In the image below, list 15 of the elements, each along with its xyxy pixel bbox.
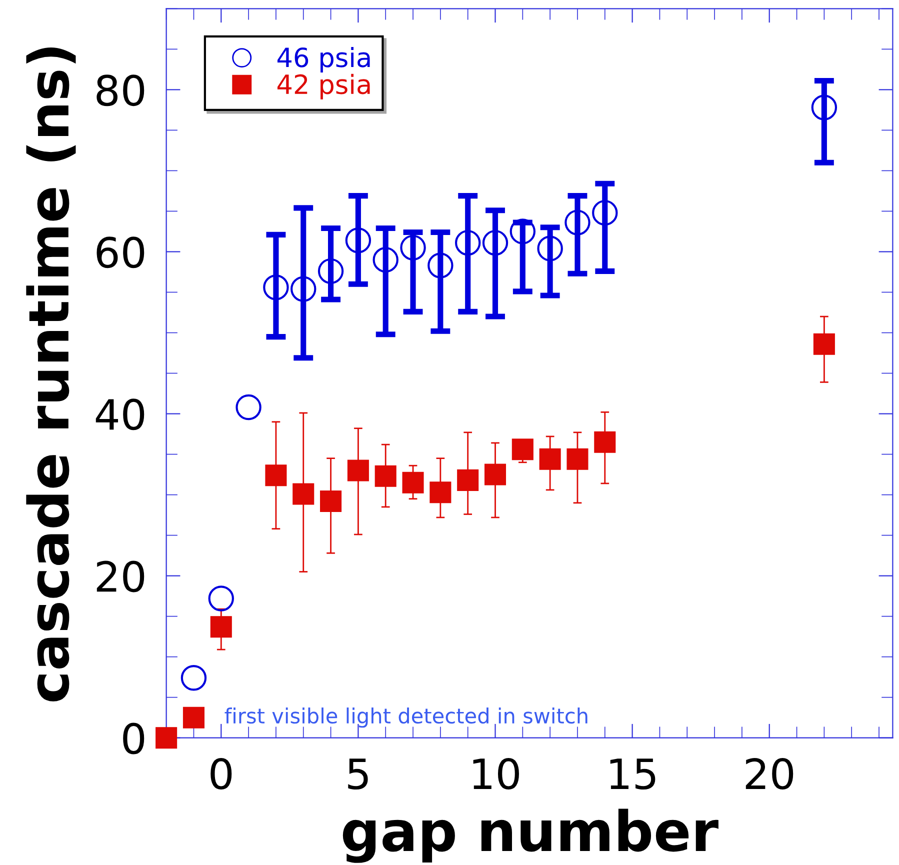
y-tick-label: 60 <box>96 236 144 268</box>
y-axis-title: cascade runtime (ns) <box>26 47 76 702</box>
y-tick-label: 20 <box>96 560 144 592</box>
y-tick-label: 40 <box>96 398 144 430</box>
x-tick-label: 15 <box>610 758 656 790</box>
x-axis-title: gap number <box>342 808 718 863</box>
x-tick-label: 0 <box>210 758 232 790</box>
x-tick-label: 20 <box>746 758 794 790</box>
legend-label: 42 psia <box>277 74 370 100</box>
y-tick-label: 80 <box>96 74 144 106</box>
legend-label: 46 psia <box>277 46 370 73</box>
y-tick-label: 0 <box>123 722 144 754</box>
annotation: first visible light detected in switch <box>224 708 588 728</box>
x-tick-label: 5 <box>348 758 368 790</box>
x-tick-label: 10 <box>473 758 519 790</box>
